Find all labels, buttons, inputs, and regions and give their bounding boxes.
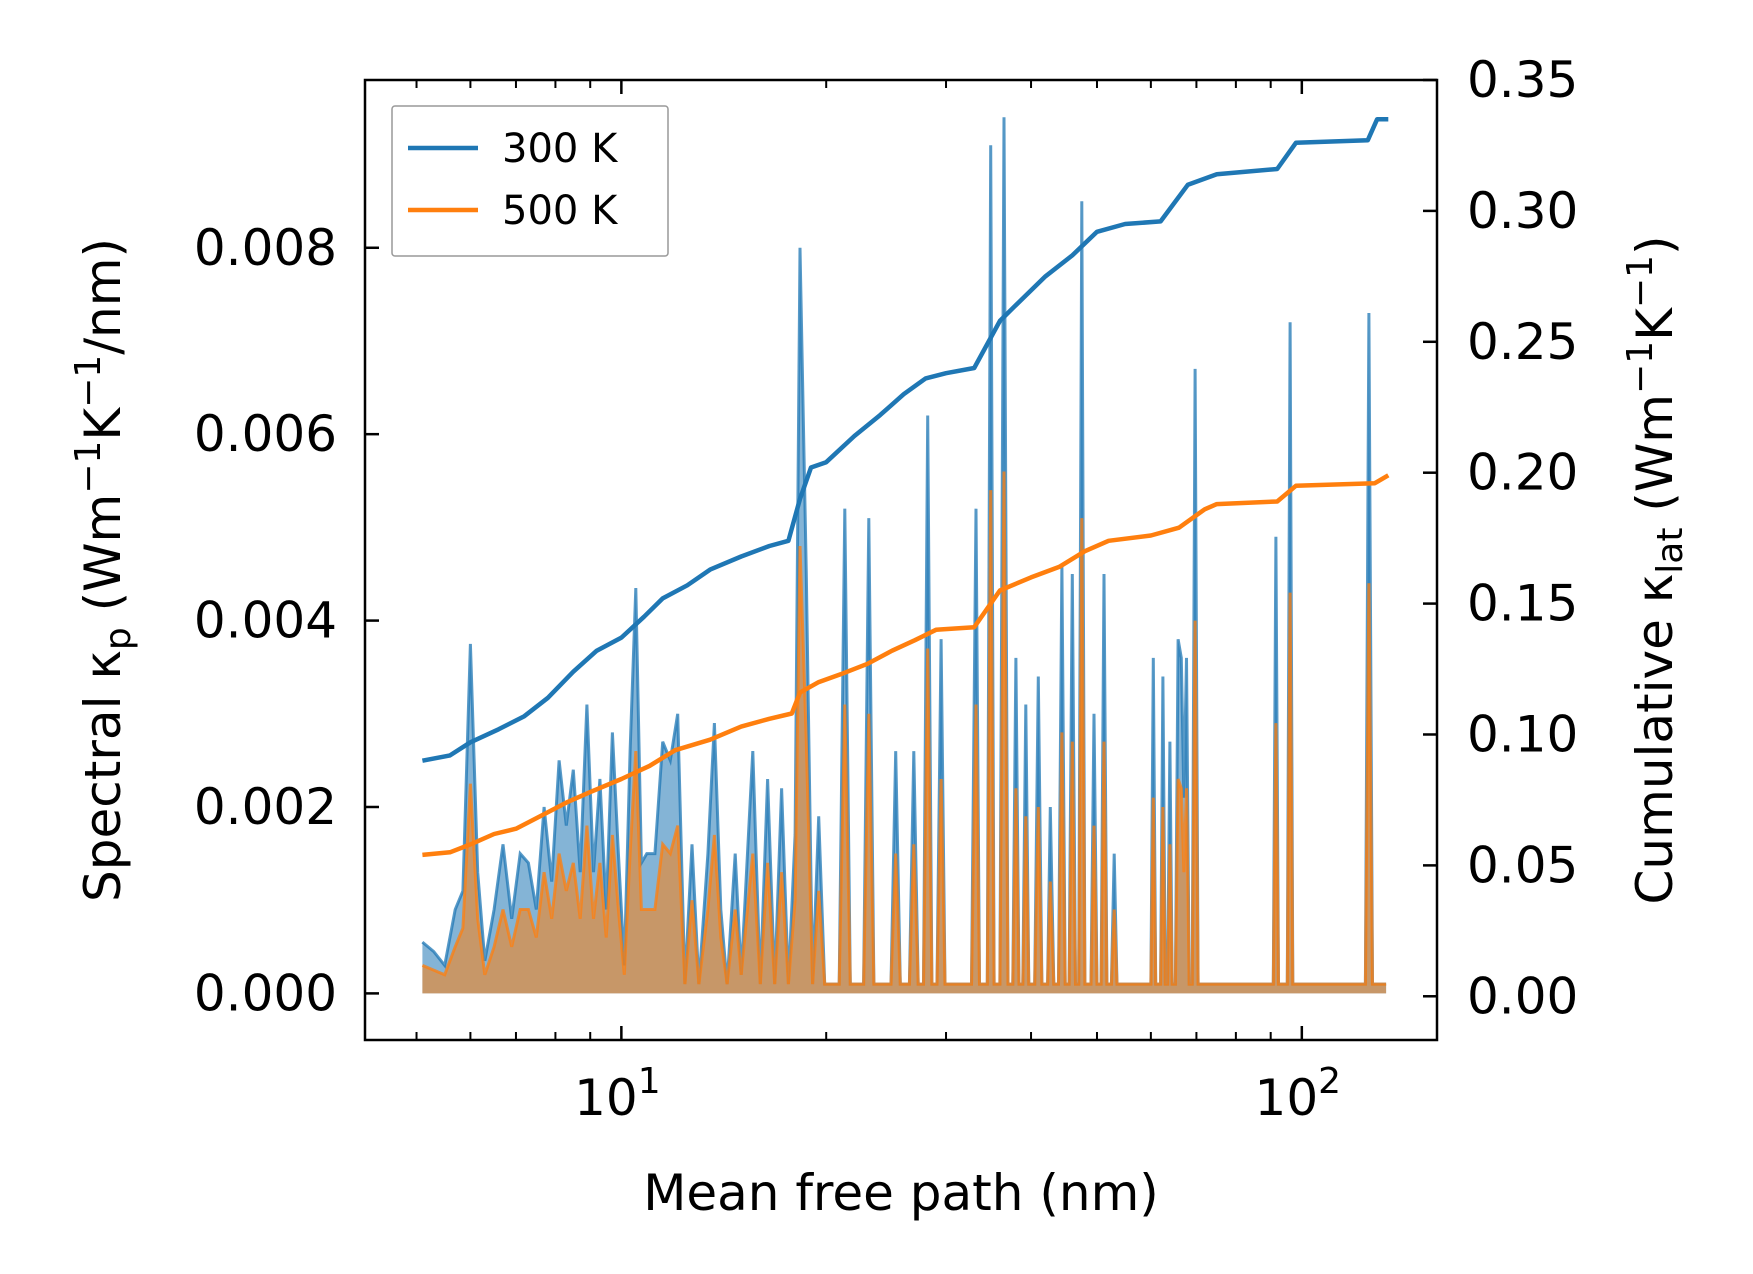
spectral-area-300k xyxy=(422,117,1387,994)
left-tick-label: 0.006 xyxy=(194,405,337,463)
x-axis-title: Mean free path (nm) xyxy=(643,1164,1159,1222)
right-tick-label: 0.35 xyxy=(1467,51,1578,109)
left-axis-title-units-a: (Wm xyxy=(74,494,132,612)
spectral-line-500k xyxy=(421,471,1387,986)
left-tick-label: 0.004 xyxy=(194,592,337,650)
right-axis-title-sup1: −1 xyxy=(1620,341,1661,394)
right-axis-title-units-a: (Wm xyxy=(1626,394,1684,512)
left-axis-title-units-b: K xyxy=(74,407,132,441)
left-tick-label: 0.008 xyxy=(194,219,337,277)
cumulative-line-300k xyxy=(421,117,1389,763)
right-axis-title-pre: Cumulative xyxy=(1626,619,1684,904)
legend-label-300k: 300 K xyxy=(502,126,619,172)
spectral-layer xyxy=(421,117,1387,994)
right-axis-title-units-b: K xyxy=(1626,307,1684,341)
plot-frame xyxy=(363,78,1439,1042)
right-axis-title-symbol: κ xyxy=(1626,574,1684,603)
right-tick-label: 0.00 xyxy=(1467,967,1578,1025)
left-tick-label: 0.000 xyxy=(194,964,337,1022)
right-tick-label: 0.20 xyxy=(1467,444,1578,502)
left-axis-title-sub: p xyxy=(98,627,139,650)
legend-label-500k: 500 K xyxy=(502,188,619,234)
right-axis-title-sub: lat xyxy=(1650,528,1691,574)
right-tick-label: 0.15 xyxy=(1467,575,1578,633)
legend-box xyxy=(391,105,669,257)
left-axis-title-sup1: −1 xyxy=(68,441,109,494)
right-axis-title-sup2: −1 xyxy=(1620,255,1661,308)
legend: 300 K 500 K xyxy=(391,105,669,257)
spectral-area-500k xyxy=(422,471,1387,994)
right-axis-title-units-c: ) xyxy=(1626,236,1684,256)
left-axis-title-symbol: κ xyxy=(74,650,132,679)
left-axis-title-sup2: −1 xyxy=(68,355,109,408)
right-tick-label: 0.25 xyxy=(1467,313,1578,371)
left-axis-title: Spectral κp (Wm−1K−1/nm) xyxy=(68,238,139,902)
x-tick-label: 101 xyxy=(574,1061,661,1127)
right-axis-title: Cumulative κlat (Wm−1K−1) xyxy=(1620,236,1691,905)
left-tick-label: 0.002 xyxy=(194,778,337,836)
left-axis-title-pre: Spectral xyxy=(74,696,132,902)
ticks-layer: 0.000 0.002 0.004 0.006 0.008 0.00 0.05 0.10 0.1… xyxy=(194,51,1578,1127)
right-tick-label: 0.30 xyxy=(1467,182,1578,240)
right-tick-label: 0.05 xyxy=(1467,836,1578,894)
left-axis-title-units-c: /nm) xyxy=(74,238,132,355)
right-tick-label: 0.10 xyxy=(1467,705,1578,763)
cumulative-layer xyxy=(421,117,1390,858)
x-tick-label: 102 xyxy=(1255,1061,1342,1127)
cumulative-line-500k xyxy=(422,473,1390,858)
